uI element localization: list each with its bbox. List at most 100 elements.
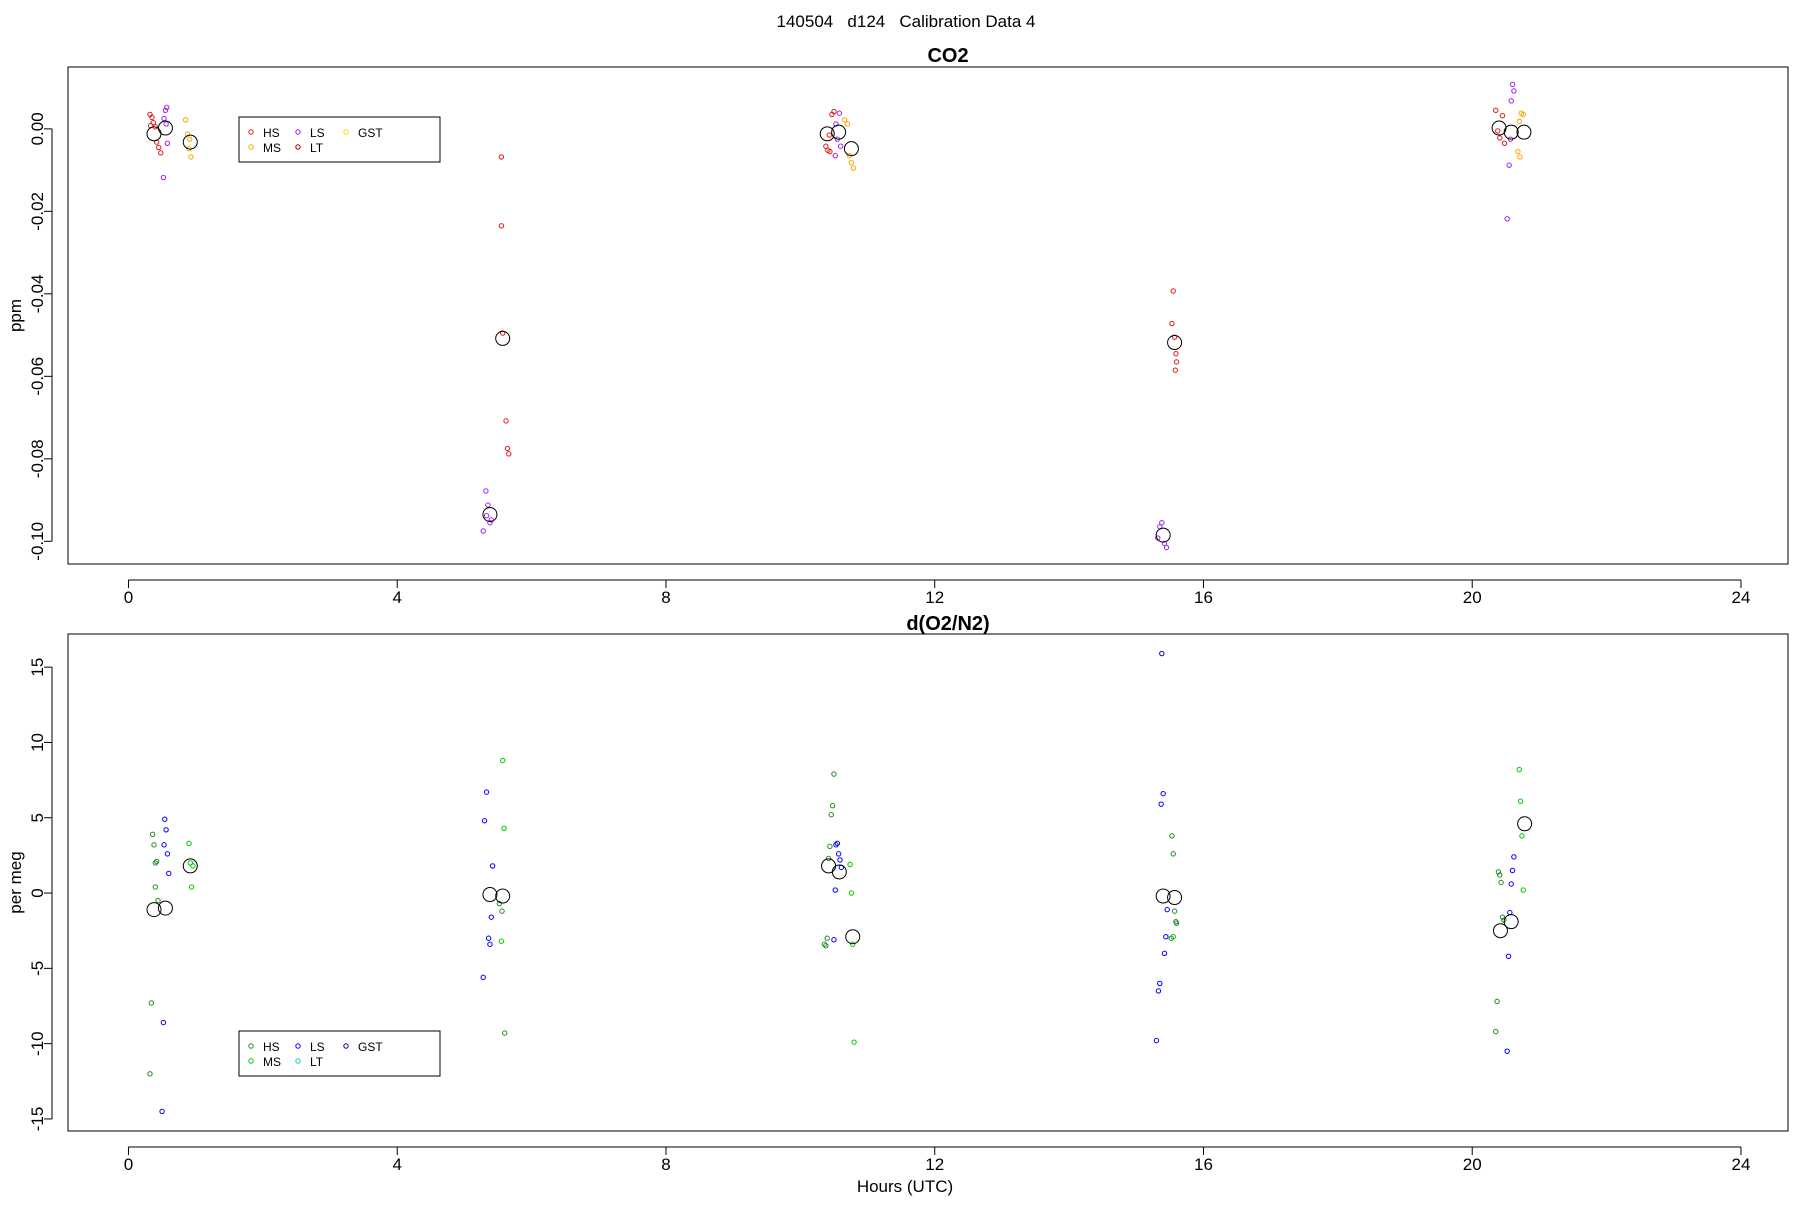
data-point [487, 941, 493, 947]
mean-point [831, 864, 847, 880]
data-point [823, 943, 829, 949]
data-point [848, 890, 855, 896]
mean-point [1167, 335, 1183, 351]
data-point [483, 488, 489, 494]
panel-title: CO2 [927, 45, 968, 67]
data-point [1170, 851, 1176, 857]
data-point [1497, 135, 1503, 141]
data-point [1511, 854, 1517, 860]
data-point [851, 1039, 857, 1045]
mean-point [157, 900, 173, 916]
data-point [827, 843, 833, 850]
mean-point [1503, 124, 1519, 140]
data-point [500, 330, 506, 336]
y-axis-label: per meg [6, 851, 25, 913]
data-point [160, 174, 167, 181]
data-point [501, 825, 507, 831]
data-point [506, 451, 512, 457]
data-point [1170, 288, 1176, 294]
series-hs [147, 771, 1507, 1077]
y-tick-label: 10 [28, 733, 47, 752]
x-axis-label: Hours (UTC) [857, 1177, 953, 1196]
data-point [831, 771, 837, 777]
x-tick-label: 12 [925, 1155, 944, 1174]
data-point [1493, 1028, 1499, 1035]
data-point [1169, 320, 1175, 327]
mean-point [1517, 816, 1533, 832]
legend-box [238, 116, 441, 163]
series-ls [160, 81, 1517, 551]
legend-marker [248, 1058, 254, 1064]
data-point [488, 914, 494, 920]
data-point [187, 860, 193, 866]
data-point [1520, 887, 1526, 893]
data-point [499, 908, 505, 914]
mean-point [495, 330, 511, 346]
legend-marker [248, 129, 254, 135]
data-point [155, 897, 161, 904]
data-point [1509, 81, 1516, 88]
mean-point [1516, 124, 1532, 140]
data-point [1506, 162, 1512, 168]
plot-frame [67, 66, 1789, 565]
legend-label: HS [263, 1040, 280, 1054]
data-point [1169, 833, 1175, 839]
page-title: 140504 d124 Calibration Data 4 [777, 12, 1036, 31]
y-tick-label: 5 [28, 813, 47, 822]
x-tick-label: 16 [1194, 588, 1213, 607]
data-point [1520, 111, 1526, 118]
y-tick-label: -0.02 [28, 192, 47, 231]
data-point [1159, 520, 1165, 526]
legend-marker [295, 1058, 301, 1064]
data-point [1171, 334, 1178, 340]
data-point [848, 159, 855, 166]
data-point [147, 1071, 153, 1077]
series-ls [159, 789, 1517, 1115]
y-tick-label: -5 [28, 961, 47, 976]
legend-marker [295, 1043, 301, 1049]
data-point [503, 418, 509, 424]
panel-title: d(O2/N2) [906, 613, 989, 635]
mean-point [819, 126, 835, 142]
data-point [188, 154, 194, 160]
legend-marker [248, 1043, 254, 1049]
data-point [156, 144, 162, 151]
data-point [160, 1019, 167, 1026]
chart-panel-2: d(O2/N2) 0 4 8 12 16 20 24 15 10 5 0 -5 -10 -15 per meg… [6, 613, 1789, 1196]
data-point [480, 974, 486, 981]
mean-point [182, 858, 198, 874]
data-point [1171, 908, 1178, 914]
data-point [487, 520, 493, 526]
data-point [831, 108, 837, 115]
data-point [161, 115, 167, 122]
data-point [1516, 118, 1522, 125]
mean-point [495, 888, 511, 904]
data-point [1172, 367, 1178, 373]
data-point [831, 937, 837, 943]
data-point [1519, 833, 1525, 839]
mean-point [843, 141, 859, 157]
x-tick-label: 12 [925, 588, 944, 607]
x-tick-label: 0 [124, 588, 133, 607]
y-tick-label: 15 [28, 658, 47, 677]
data-point [149, 831, 156, 838]
data-point [827, 148, 833, 155]
series-mean [146, 120, 1532, 543]
data-point [186, 840, 192, 847]
mean-point [182, 134, 198, 150]
data-point [1497, 872, 1503, 878]
data-point [502, 1030, 508, 1036]
data-point [1516, 766, 1522, 773]
data-point [837, 143, 844, 149]
legend-label: LT [310, 1055, 324, 1069]
data-point [164, 140, 171, 147]
data-point [166, 870, 172, 877]
legend-marker [295, 144, 301, 150]
data-point [148, 1000, 155, 1006]
data-point [1508, 98, 1514, 104]
x-tick-label: 20 [1463, 588, 1482, 607]
data-point [489, 863, 496, 869]
data-point [1511, 88, 1517, 94]
data-point [1495, 128, 1501, 134]
